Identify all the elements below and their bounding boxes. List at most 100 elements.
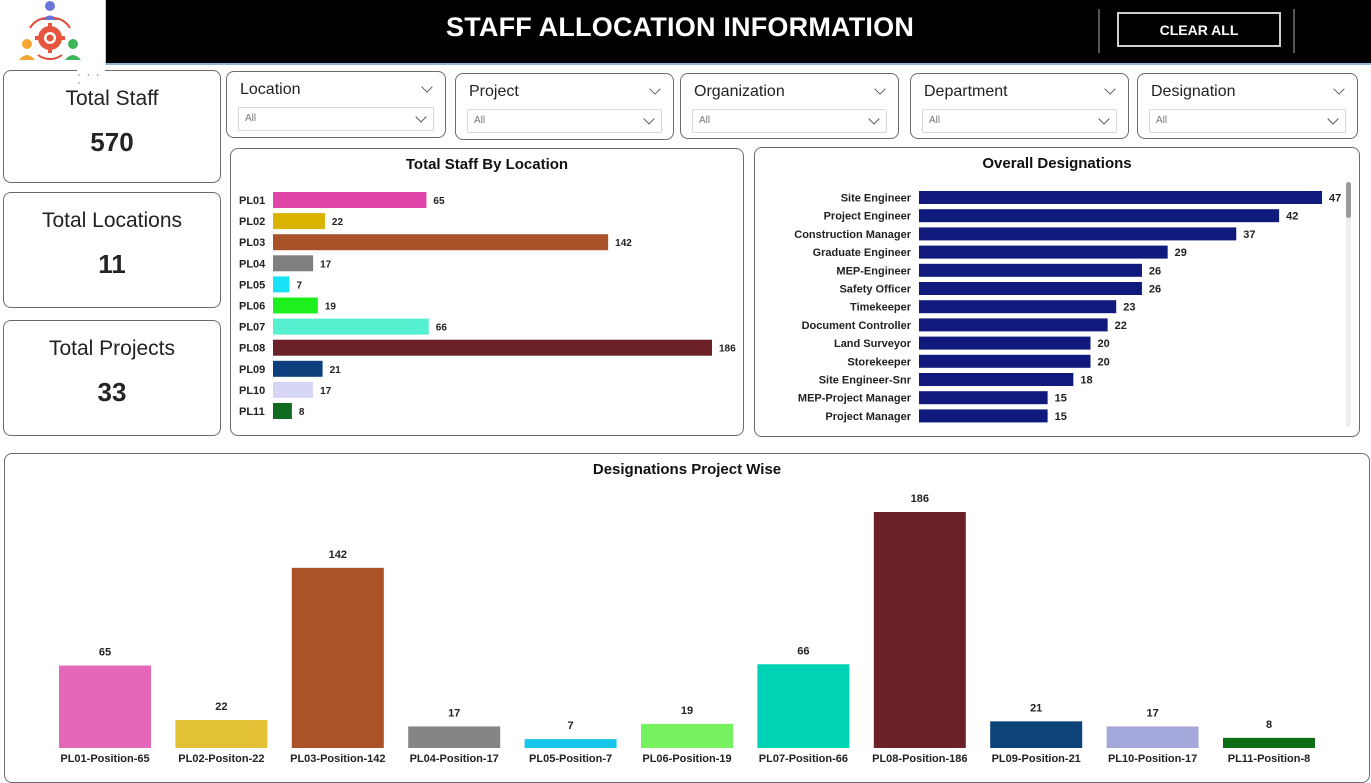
slicer-label: Designation <box>1151 83 1236 100</box>
organization-dropdown[interactable]: All <box>692 109 887 133</box>
data-label: 142 <box>329 549 347 561</box>
bar-pl09 <box>273 360 323 377</box>
category-label: PL08-Position-186 <box>872 753 967 765</box>
bar-designation <box>919 300 1117 314</box>
dropdown-value: All <box>1156 115 1168 126</box>
kpi-value: 570 <box>90 127 134 157</box>
category-label: MEP-Engineer <box>836 265 911 277</box>
scrollbar-thumb[interactable] <box>1346 182 1351 218</box>
chevron-down-icon[interactable] <box>1333 83 1345 95</box>
project-dropdown[interactable]: All <box>467 109 662 133</box>
data-label: 22 <box>215 701 227 713</box>
slicer-designation[interactable]: Designation All <box>1137 73 1358 139</box>
data-label: 7 <box>297 280 303 291</box>
category-label: Timekeeper <box>850 302 912 314</box>
category-label: PL07 <box>239 322 265 334</box>
data-label: 186 <box>911 493 929 505</box>
bar-designation <box>919 191 1322 204</box>
slicer-label: Project <box>469 83 519 100</box>
data-label: 66 <box>797 645 809 657</box>
header-divider <box>1098 9 1100 53</box>
designation-dropdown[interactable]: All <box>1149 109 1346 133</box>
data-label: 26 <box>1149 284 1161 296</box>
dropdown-value: All <box>929 115 941 126</box>
slicer-project[interactable]: Project All <box>455 73 674 140</box>
category-label: PL11 <box>239 406 265 418</box>
column-pl10 <box>1106 726 1199 748</box>
kpi-card-total-staff: Total Staff 570 <box>3 70 221 183</box>
more-options-icon[interactable]: · · · · <box>77 68 105 88</box>
category-label: Project Engineer <box>824 211 912 223</box>
kpi-card-total-projects: Total Projects 33 <box>3 320 221 436</box>
bar-pl06 <box>273 297 318 314</box>
clear-all-button[interactable]: CLEAR ALL <box>1117 12 1281 47</box>
column-pl11 <box>1223 737 1315 748</box>
bar-pl08 <box>273 339 712 356</box>
kpi-label: Total Projects <box>48 337 176 360</box>
category-label: Construction Manager <box>794 229 911 241</box>
project-column-chart: 65 PL01-Position-65 22 PL02-Positon-22 142 PL… <box>59 493 1315 765</box>
chart-title: Total Staff By Location <box>405 156 569 173</box>
kpi-card-total-locations: Total Locations 11 <box>3 192 221 308</box>
data-label: 65 <box>99 647 111 659</box>
bar-designation <box>919 336 1091 350</box>
designation-bar-chart: Site Engineer 47 Project Engineer 42 Constru… <box>794 191 1341 423</box>
data-label: 65 <box>433 196 445 207</box>
bar-pl02 <box>273 213 325 230</box>
chevron-down-icon[interactable] <box>868 113 880 125</box>
data-label: 8 <box>299 407 305 418</box>
data-label: 8 <box>1266 719 1272 731</box>
category-label: PL08 <box>239 343 265 355</box>
chevron-down-icon[interactable] <box>1104 83 1116 95</box>
category-label: PL02 <box>239 216 265 228</box>
data-label: 22 <box>332 217 344 228</box>
department-dropdown[interactable]: All <box>922 109 1117 133</box>
chart-overall-designations: Overall Designations Site Engineer 47 Proj… <box>754 147 1360 437</box>
data-label: 15 <box>1055 411 1067 423</box>
chart-title: Designations Project Wise <box>592 461 782 478</box>
bar-designation <box>919 318 1108 332</box>
dropdown-value: All <box>474 115 486 126</box>
column-pl07 <box>757 664 850 748</box>
column-pl04 <box>408 726 501 748</box>
chevron-down-icon[interactable] <box>649 83 661 95</box>
data-label: 37 <box>1243 229 1255 241</box>
bar-pl03 <box>273 234 609 251</box>
category-label: Graduate Engineer <box>813 247 912 259</box>
category-label: PL01-Position-65 <box>60 753 149 765</box>
data-label: 19 <box>681 705 693 717</box>
category-label: PL04 <box>239 258 266 270</box>
column-pl01 <box>59 665 151 748</box>
data-label: 17 <box>1146 707 1158 719</box>
chevron-down-icon[interactable] <box>415 111 427 123</box>
data-label: 23 <box>1123 302 1135 314</box>
data-label: 17 <box>448 707 460 719</box>
data-label: 42 <box>1286 211 1298 223</box>
vertical-scrollbar[interactable] <box>1346 182 1351 427</box>
bar-designation <box>919 391 1048 405</box>
chevron-down-icon[interactable] <box>643 113 655 125</box>
location-dropdown[interactable]: All <box>238 107 434 131</box>
dropdown-value: All <box>245 113 257 124</box>
bar-pl11 <box>273 403 292 419</box>
slicer-location[interactable]: Location All <box>226 71 446 138</box>
data-label: 66 <box>436 323 448 334</box>
category-label: Storekeeper <box>847 356 911 368</box>
bar-pl10 <box>273 381 314 398</box>
data-label: 26 <box>1149 265 1161 277</box>
category-label: PL10-Position-17 <box>1108 753 1197 765</box>
column-pl05 <box>524 739 617 748</box>
dashboard-title: STAFF ALLOCATION INFORMATION <box>445 12 915 42</box>
chevron-down-icon[interactable] <box>1327 113 1339 125</box>
category-label: PL07-Position-66 <box>759 753 848 765</box>
data-label: 17 <box>320 259 332 270</box>
chevron-down-icon[interactable] <box>421 81 433 93</box>
category-label: PL03-Position-142 <box>290 753 385 765</box>
chevron-down-icon[interactable] <box>874 83 886 95</box>
data-label: 17 <box>320 386 332 397</box>
slicer-organization[interactable]: Organization All <box>680 73 899 139</box>
chevron-down-icon[interactable] <box>1098 113 1110 125</box>
slicer-department[interactable]: Department All <box>910 73 1129 139</box>
category-label: PL03 <box>239 237 265 249</box>
location-bar-chart: PL01 65 PL02 22 PL03 142 PL04 17 PL05 7 PL06 19 PL07… <box>239 192 736 419</box>
